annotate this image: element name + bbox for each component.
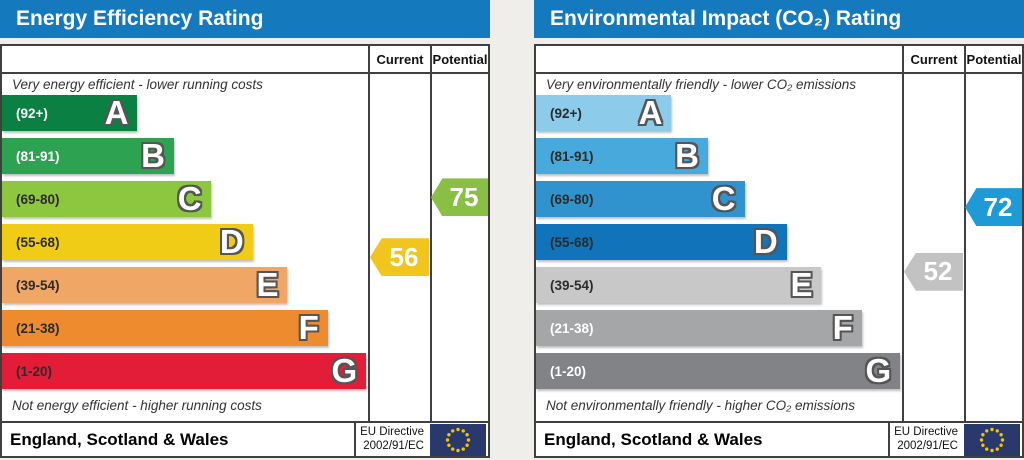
band-letter: B [141,137,166,174]
band-a: (92+) A [2,94,138,131]
band-range: (21-38) [550,321,594,336]
band-c: (69-80) C [2,180,211,217]
current-rating-arrow: 52 [904,252,963,291]
band-letter: E [790,266,813,303]
band-g: (1-20) G [536,352,901,389]
band-range: (92+) [16,106,48,121]
rating-bands: (92+) A (81-91) B (69-80) C (55-68) D (3… [536,94,902,396]
potential-rating-arrow: 72 [965,188,1022,227]
panel-title: Environmental Impact (CO₂) Rating [550,7,902,30]
footer-column-divider [354,423,356,456]
caption-bottom: Not environmentally friendly - higher CO… [546,398,856,413]
panel-header: Environmental Impact (CO₂) Rating [534,0,1024,38]
band-range: (92+) [550,106,582,121]
band-c: (69-80) C [536,180,745,217]
potential-rating-value: 72 [983,191,1013,222]
band-range: (1-20) [550,364,587,379]
band-letter: B [675,137,700,174]
band-a: (92+) A [536,94,672,131]
header-row-divider [536,72,1022,74]
current-rating-arrow: 56 [370,238,429,277]
column-divider [368,46,370,423]
rating-table: Current Potential Very environmentally f… [534,44,1024,458]
panel-title: Energy Efficiency Rating [16,7,264,30]
current-rating-value: 52 [923,256,953,287]
footer-row-divider [536,421,1022,423]
caption-top: Very energy efficient - lower running co… [12,77,263,92]
directive-label: EU Directive 2002/91/EC [894,425,958,455]
band-range: (55-68) [16,235,60,250]
footer-row: England, Scotland & Wales EU Directive 2… [2,423,488,456]
band-e: (39-54) E [536,266,822,303]
footer-column-divider [888,423,890,456]
band-letter: F [298,309,319,346]
energy-efficiency-panel: Energy Efficiency Rating Current Potenti… [0,0,490,459]
band-d: (55-68) D [536,223,787,260]
potential-rating-arrow: 75 [431,178,488,217]
band-letter: C [711,180,736,217]
caption-bottom: Not energy efficient - higher running co… [12,398,262,413]
potential-rating-value: 75 [449,181,479,212]
column-header-current: Current [910,52,958,67]
band-letter: A [638,94,663,131]
band-letter: F [832,309,853,346]
band-g: (1-20) G [2,352,367,389]
band-d: (55-68) D [2,223,253,260]
band-range: (69-80) [550,192,594,207]
region-label: England, Scotland & Wales [10,429,229,449]
rating-bands: (92+) A (81-91) B (69-80) C (55-68) D (3… [2,94,368,396]
band-e: (39-54) E [2,266,288,303]
band-range: (39-54) [550,278,594,293]
directive-line1: EU Directive [360,425,424,438]
band-range: (81-91) [550,149,594,164]
band-letter: A [104,94,129,131]
column-header-potential: Potential [432,52,488,67]
footer-row: England, Scotland & Wales EU Directive 2… [536,423,1022,456]
band-letter: G [865,352,892,389]
rating-table: Current Potential Very energy efficient … [0,44,490,458]
column-divider [902,46,904,423]
column-header-current: Current [376,52,424,67]
region-label: England, Scotland & Wales [544,429,763,449]
band-letter: G [331,352,358,389]
band-range: (55-68) [550,235,594,250]
band-letter: D [219,223,244,260]
band-range: (21-38) [16,321,60,336]
directive-label: EU Directive 2002/91/EC [360,425,424,455]
band-range: (39-54) [16,278,60,293]
directive-line1: EU Directive [894,425,958,438]
eu-flag-icon [430,423,486,456]
band-range: (81-91) [16,149,60,164]
band-b: (81-91) B [536,137,709,174]
band-range: (69-80) [16,192,60,207]
eu-flag-icon [964,423,1020,456]
band-letter: C [177,180,202,217]
band-f: (21-38) F [2,309,328,346]
directive-line2: 2002/91/EC [897,440,958,453]
band-letter: D [753,223,778,260]
band-f: (21-38) F [536,309,862,346]
directive-line2: 2002/91/EC [363,440,424,453]
panel-header: Energy Efficiency Rating [0,0,490,38]
environmental-impact-panel: Environmental Impact (CO₂) Rating Curren… [534,0,1024,459]
header-row-divider [2,72,488,74]
band-letter: E [256,266,279,303]
band-b: (81-91) B [2,137,175,174]
column-header-potential: Potential [966,52,1022,67]
footer-row-divider [2,421,488,423]
band-range: (1-20) [16,364,53,379]
column-divider [430,46,432,423]
caption-top: Very environmentally friendly - lower CO… [546,77,856,92]
column-divider [964,46,966,423]
current-rating-value: 56 [389,241,419,272]
